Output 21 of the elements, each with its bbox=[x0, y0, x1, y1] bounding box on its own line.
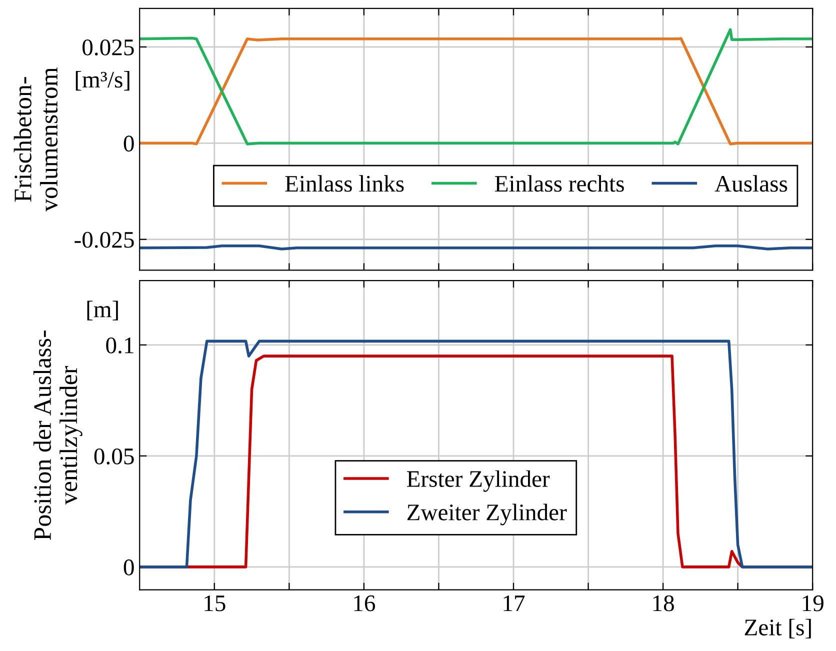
text: [m³/s] bbox=[76, 71, 130, 91]
x-tick-label: 16 bbox=[354, 595, 376, 612]
y-tick-label: 0.1 bbox=[106, 337, 134, 354]
x-tick-label: 15 bbox=[204, 595, 226, 612]
y-axis-title: Frischbeton- volumenstrom bbox=[14, 67, 58, 212]
x-tick-label: 19 bbox=[802, 595, 824, 612]
x-tick-label: 18 bbox=[653, 595, 674, 612]
legend-label: Auslass bbox=[714, 175, 788, 192]
x-axis-title: Zeit [s] bbox=[744, 618, 811, 638]
legend-label: Zweiter Zylinder bbox=[407, 504, 567, 526]
y-tick-label: 0 bbox=[124, 559, 134, 576]
x-tick-label: 17 bbox=[504, 595, 525, 612]
y-tick-label: 0.025 bbox=[82, 39, 134, 56]
y-tick-label: -0.025 bbox=[74, 232, 134, 248]
y-tick-label: 0.05 bbox=[94, 448, 134, 464]
legend-label: Erster Zylinder bbox=[406, 470, 550, 492]
legend-label: Einlass rechts bbox=[494, 175, 624, 192]
legend-label: Einlass links bbox=[285, 175, 404, 192]
text: [m] bbox=[87, 300, 118, 320]
y-axis-title: Position der Auslass- ventilzylinder bbox=[33, 330, 82, 540]
y-tick-label: 0 bbox=[124, 136, 134, 152]
